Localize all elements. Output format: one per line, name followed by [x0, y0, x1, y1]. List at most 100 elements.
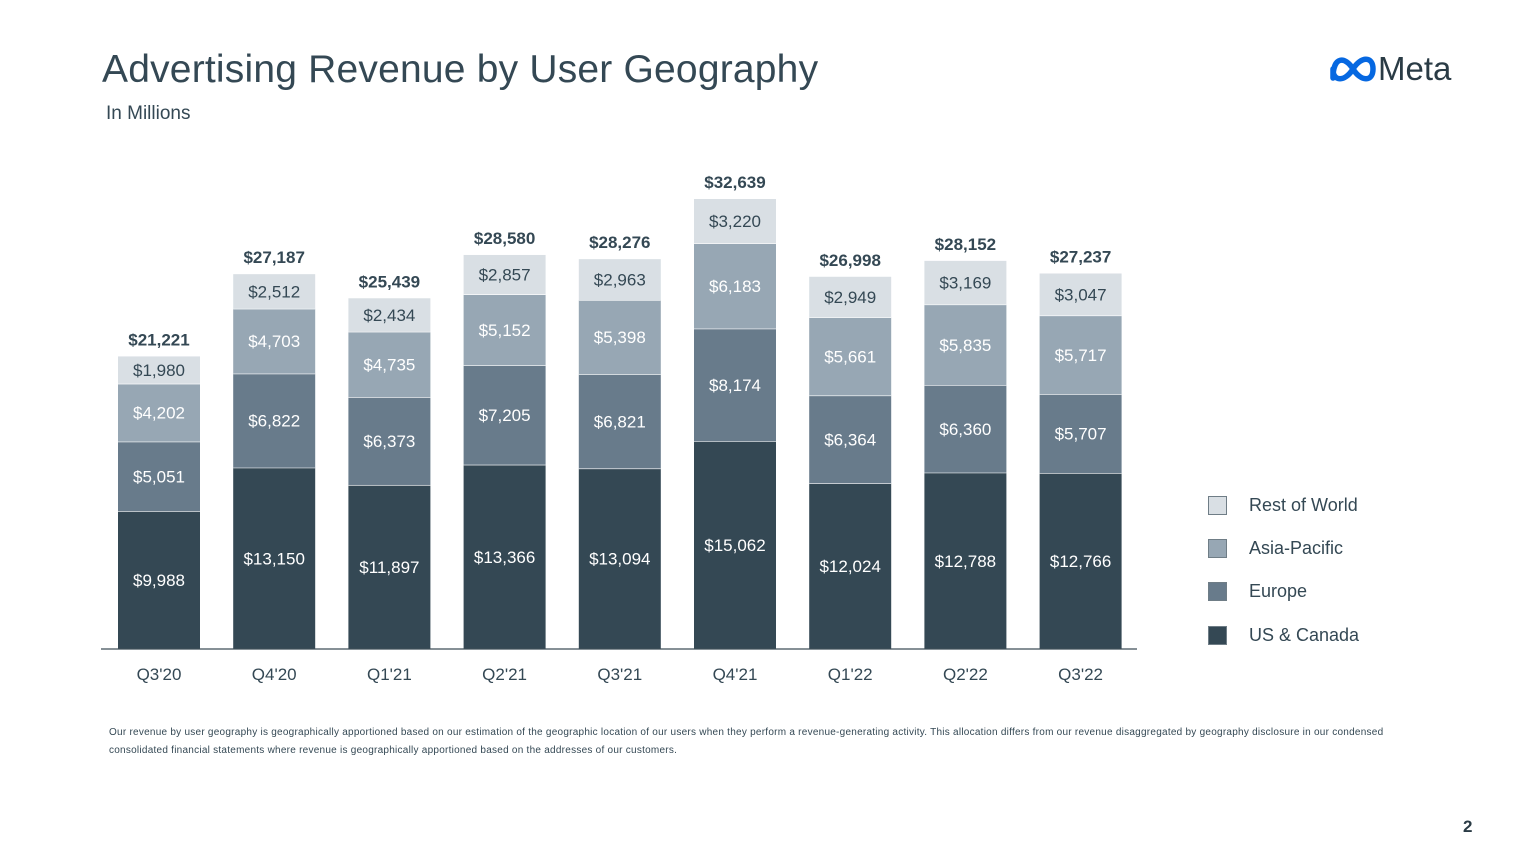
bar-segment-us-canada: [118, 511, 200, 649]
bar-segment-asia-pacific: [118, 383, 200, 442]
data-label-asia-pacific: $5,835: [939, 336, 991, 355]
data-label-europe: $5,051: [133, 467, 185, 486]
bar-segment-us-canada: [578, 468, 661, 649]
data-label-europe: $8,174: [709, 376, 761, 395]
data-label-asia-pacific: $6,183: [709, 277, 761, 296]
total-label: $27,237: [1050, 247, 1111, 266]
legend-item-us-canada: US & Canada: [1208, 624, 1428, 648]
bars-group: $9,988 $5,051 $4,202 $1,980 $21,221 $13,150 $6…: [118, 173, 1122, 649]
bar-segment-rest-of-world: [694, 199, 776, 244]
x-tick-label: Q4'21: [713, 665, 758, 684]
data-label-asia-pacific: $5,717: [1055, 346, 1107, 365]
bar-segment-rest-of-world: [118, 356, 200, 384]
x-tick-label: Q1'22: [828, 665, 873, 684]
meta-infinity-icon: [1330, 56, 1376, 82]
total-label: $32,639: [704, 173, 765, 192]
bar-segment-asia-pacific: [463, 294, 546, 366]
data-label-rest-of-world: $1,980: [133, 361, 185, 380]
bar-segment-rest-of-world: [1039, 273, 1122, 316]
x-tick-label: Q3'22: [1058, 665, 1103, 684]
legend-label: Asia-Pacific: [1249, 538, 1344, 558]
bar-segment-europe: [463, 365, 546, 465]
data-label-us-canada: $9,988: [133, 571, 185, 590]
page-subtitle: In Millions: [106, 103, 191, 124]
data-label-asia-pacific: $5,152: [479, 321, 531, 340]
footnote: Our revenue by user geography is geograp…: [109, 727, 1384, 756]
legend-swatch-us-canada: [1208, 626, 1227, 645]
bar-segment-asia-pacific: [1039, 315, 1122, 395]
data-label-rest-of-world: $3,220: [709, 212, 761, 231]
legend-label: US & Canada: [1249, 625, 1360, 645]
data-label-us-canada: $13,150: [243, 549, 304, 568]
bar-segment-rest-of-world: [233, 274, 316, 309]
data-label-asia-pacific: $4,703: [248, 332, 300, 351]
legend-item-rest-of-world: Rest of World: [1208, 494, 1428, 518]
bar-segment-rest-of-world: [463, 254, 546, 295]
x-tick-labels: Q3'20 Q4'20 Q1'21 Q2'21 Q3'21 Q4'21 Q1'22 Q2'22…: [137, 665, 1103, 684]
bar-segment-asia-pacific: [694, 243, 776, 329]
bar-segment-us-canada: [348, 484, 431, 649]
data-label-rest-of-world: $3,047: [1055, 285, 1107, 304]
data-label-rest-of-world: $3,169: [939, 274, 991, 293]
page-number: 2: [1463, 817, 1473, 836]
total-label: $28,276: [589, 233, 650, 252]
data-label-rest-of-world: $2,963: [594, 271, 646, 290]
bar-segment-us-canada: [694, 441, 776, 649]
bar-segment-rest-of-world: [348, 298, 431, 332]
bar-segment-us-canada: [463, 464, 546, 649]
total-label: $28,580: [474, 229, 535, 248]
bar-segment-europe: [118, 441, 200, 512]
x-tick-label: Q1'21: [367, 665, 412, 684]
bar-segment-us-canada: [1039, 472, 1122, 649]
legend-swatch-europe: [1208, 582, 1227, 601]
x-tick-label: Q3'21: [597, 665, 642, 684]
bar-segment-us-canada: [924, 472, 1007, 649]
data-label-asia-pacific: $5,661: [824, 347, 876, 366]
bar-segment-europe: [694, 328, 776, 442]
data-label-asia-pacific: $4,202: [133, 404, 185, 423]
x-tick-label: Q3'20: [137, 665, 182, 684]
bar-segment-us-canada: [233, 467, 316, 649]
data-label-rest-of-world: $2,512: [248, 282, 300, 301]
data-label-us-canada: $12,766: [1050, 552, 1111, 571]
data-label-us-canada: $15,062: [704, 536, 765, 555]
data-label-europe: $6,364: [824, 430, 876, 449]
total-label: $27,187: [243, 248, 304, 267]
bar-segment-europe: [348, 397, 431, 485]
data-label-europe: $5,707: [1055, 425, 1107, 444]
meta-logo: [1330, 56, 1376, 82]
bar-segment-europe: [924, 385, 1007, 473]
data-label-us-canada: $13,366: [474, 548, 535, 567]
legend-item-asia-pacific: Asia-Pacific: [1208, 537, 1428, 561]
data-label-us-canada: $13,094: [589, 550, 650, 569]
bar-segment-asia-pacific: [233, 308, 316, 374]
bar-segment-rest-of-world: [578, 259, 661, 301]
x-tick-label: Q2'21: [482, 665, 527, 684]
bar-segment-europe: [1039, 394, 1122, 473]
data-label-europe: $6,373: [363, 432, 415, 451]
meta-logo-text: Meta: [1378, 50, 1452, 87]
data-label-europe: $7,205: [479, 406, 531, 425]
data-label-rest-of-world: $2,857: [479, 266, 531, 285]
bar-segment-us-canada: [809, 483, 892, 649]
total-label: $26,998: [819, 251, 880, 270]
data-label-europe: $6,360: [939, 420, 991, 439]
bar-segment-europe: [578, 374, 661, 469]
bar-segment-europe: [233, 373, 316, 468]
legend-item-europe: Europe: [1208, 580, 1428, 604]
bar-segment-asia-pacific: [348, 331, 431, 398]
total-label: $25,439: [359, 272, 420, 291]
total-label: $21,221: [128, 330, 189, 349]
data-label-us-canada: $12,024: [819, 557, 880, 576]
data-label-us-canada: $11,897: [359, 558, 419, 577]
x-tick-label: Q4'20: [252, 665, 297, 684]
data-label-asia-pacific: $4,735: [363, 355, 415, 374]
bar-segment-asia-pacific: [578, 300, 661, 375]
legend-swatch-rest-of-world: [1208, 496, 1227, 515]
bar-segment-asia-pacific: [809, 317, 892, 396]
data-label-asia-pacific: $5,398: [594, 328, 646, 347]
bar-segment-asia-pacific: [924, 304, 1007, 386]
data-label-rest-of-world: $2,949: [824, 288, 876, 307]
bar-segment-europe: [809, 395, 892, 484]
